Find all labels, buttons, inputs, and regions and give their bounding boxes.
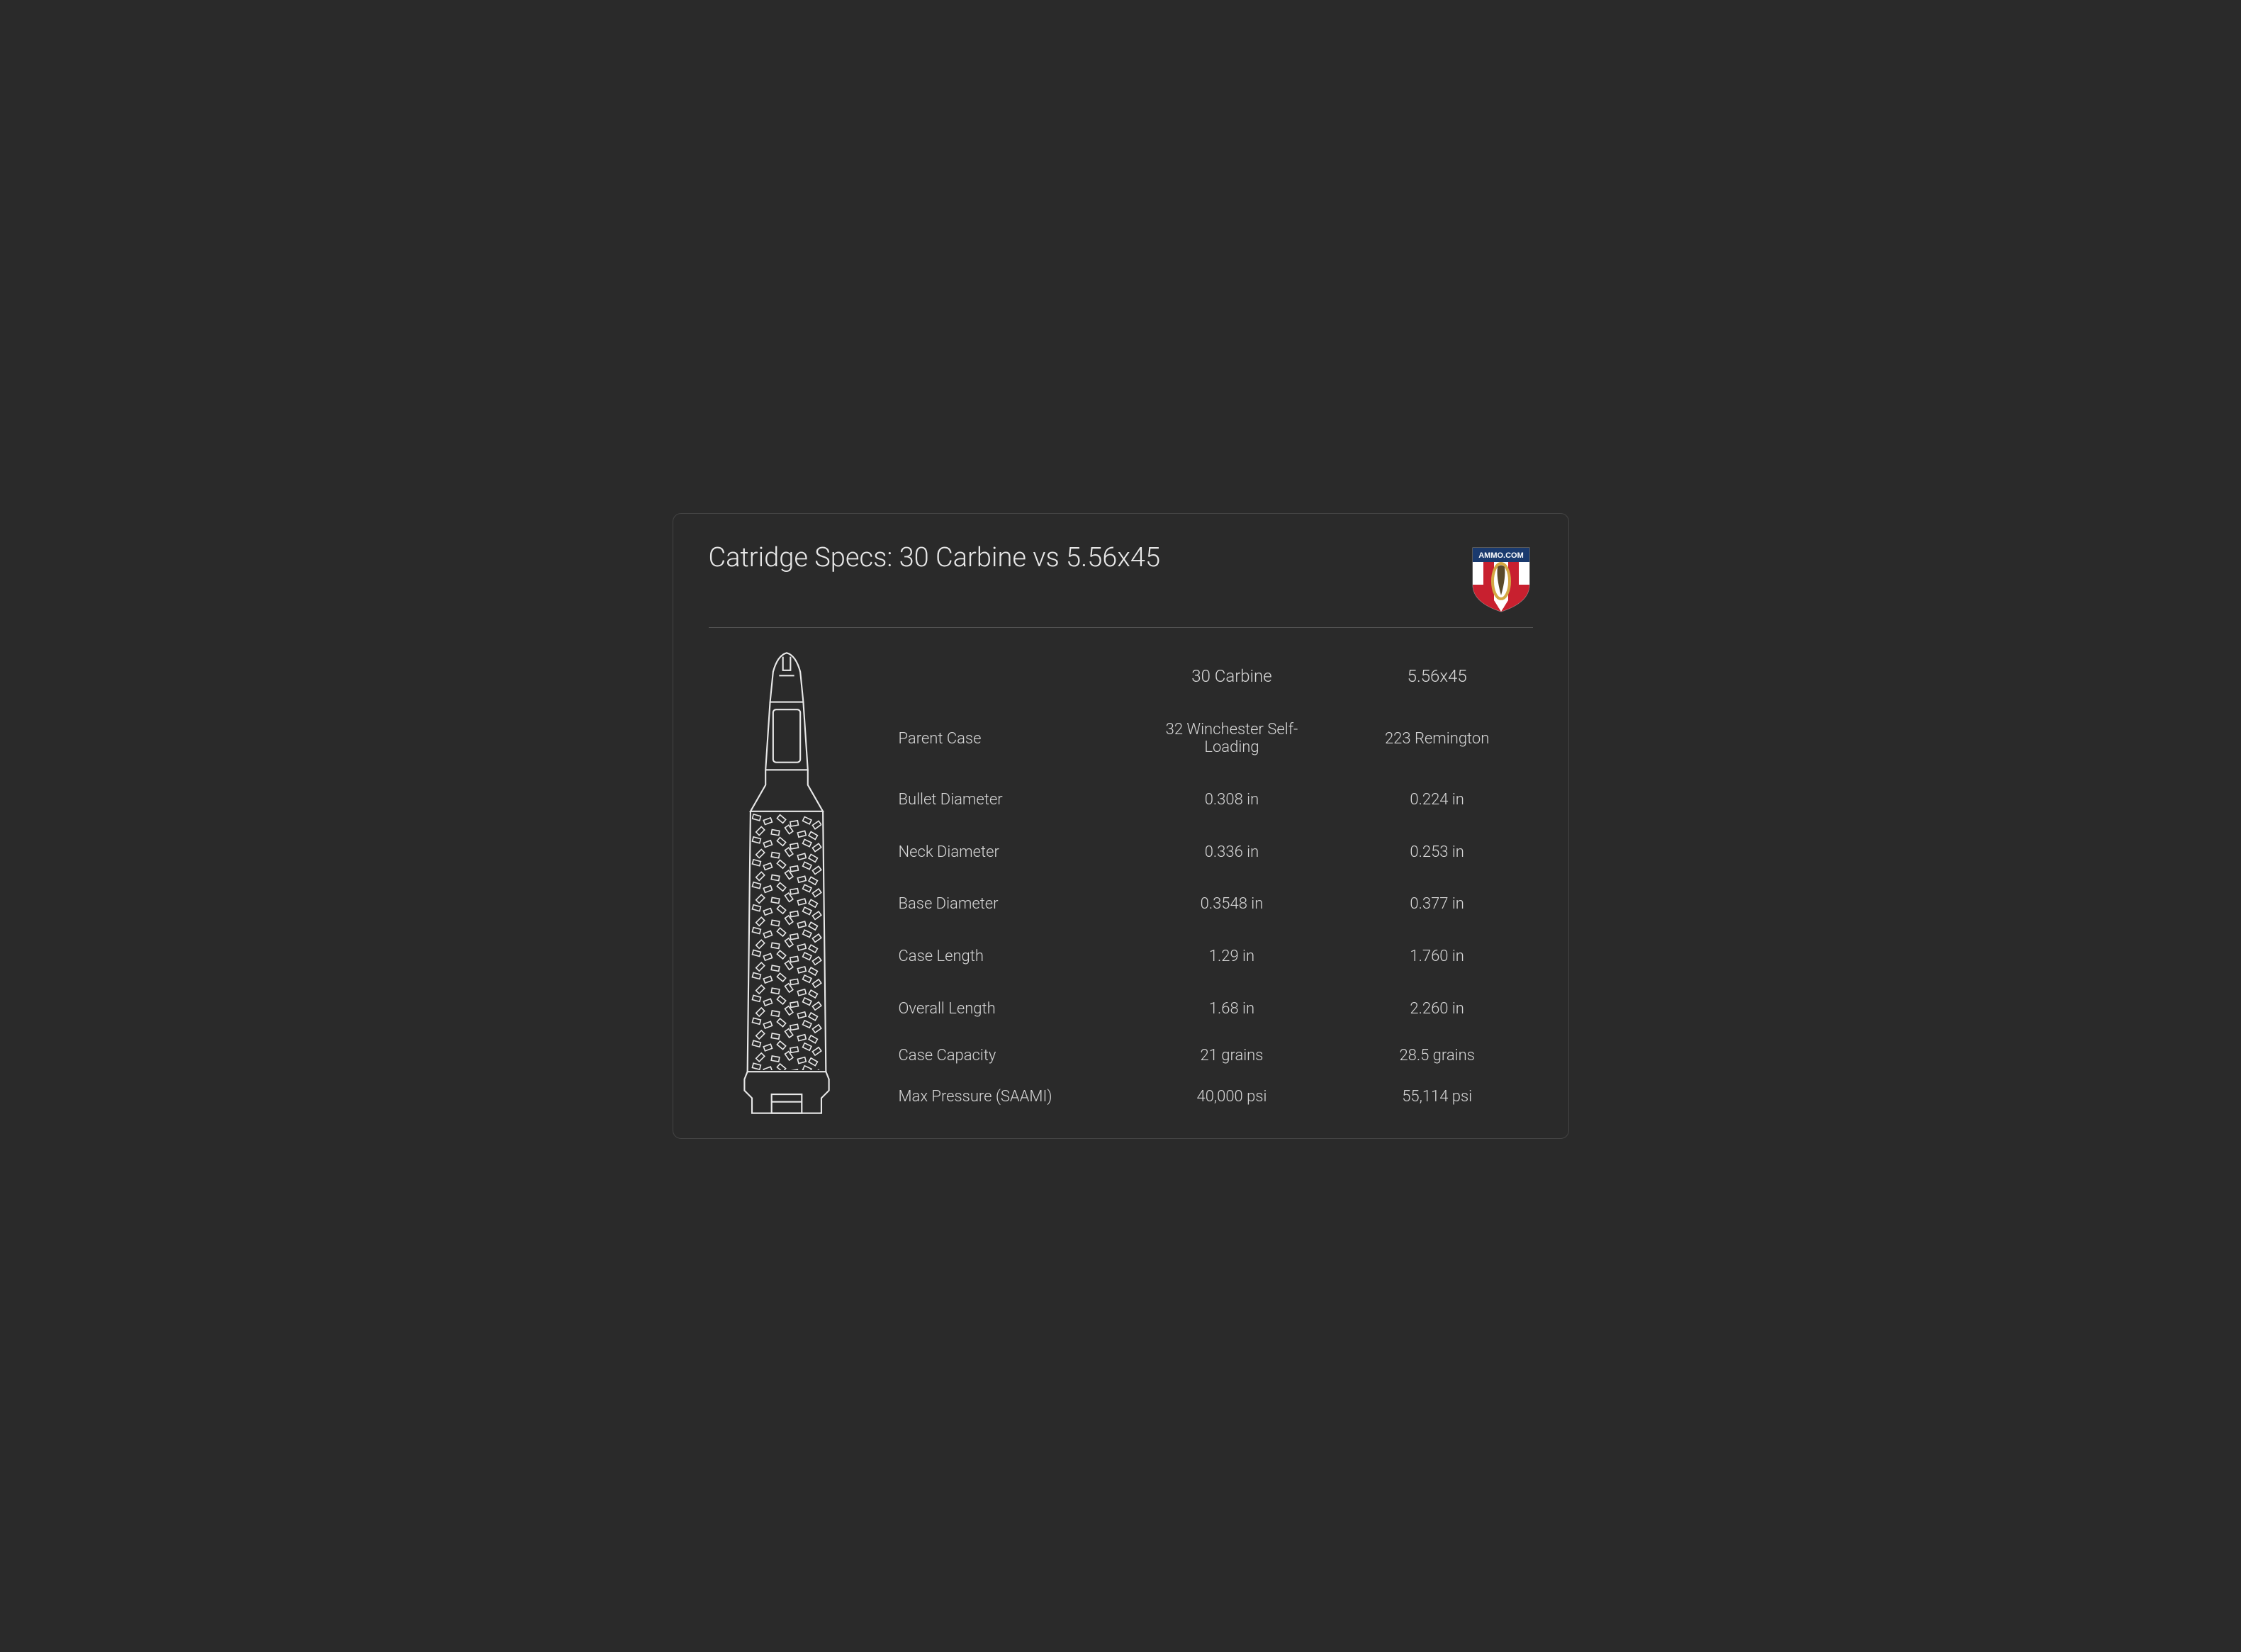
row-value: 0.224 in xyxy=(1342,774,1533,826)
row-label: Neck Diameter xyxy=(893,826,1123,878)
row-value: 0.308 in xyxy=(1136,774,1327,826)
table-header-col2: 5.56x45 xyxy=(1342,649,1533,704)
card-header: Catridge Specs: 30 Carbine vs 5.56x45 AM… xyxy=(709,542,1533,613)
row-value: 40,000 psi xyxy=(1136,1076,1327,1117)
row-value: 55,114 psi xyxy=(1342,1076,1533,1117)
shield-icon: AMMO.COM ★ xyxy=(1469,542,1533,613)
row-label: Overall Length xyxy=(893,983,1123,1035)
row-value: 0.3548 in xyxy=(1136,878,1327,931)
row-value: 1.68 in xyxy=(1136,983,1327,1035)
cartridge-diagram xyxy=(709,649,865,1117)
row-value: 223 Remington xyxy=(1342,704,1533,774)
row-value: 1.760 in xyxy=(1342,931,1533,983)
row-value: 0.336 in xyxy=(1136,826,1327,878)
row-value: 28.5 grains xyxy=(1342,1035,1533,1076)
svg-text:★: ★ xyxy=(1496,599,1505,610)
row-label: Bullet Diameter xyxy=(893,774,1123,826)
ammo-logo: AMMO.COM ★ xyxy=(1469,542,1533,613)
spec-table: 30 Carbine 5.56x45 Parent Case 32 Winche… xyxy=(893,649,1533,1117)
spec-card: Catridge Specs: 30 Carbine vs 5.56x45 AM… xyxy=(673,513,1569,1139)
bullet-cutaway-icon xyxy=(734,649,840,1117)
logo-text: AMMO.COM xyxy=(1478,551,1524,560)
row-label: Case Capacity xyxy=(893,1035,1123,1076)
row-label: Parent Case xyxy=(893,704,1123,774)
row-value: 32 Winchester Self-Loading xyxy=(1136,704,1327,774)
row-label: Base Diameter xyxy=(893,878,1123,931)
row-value: 0.253 in xyxy=(1342,826,1533,878)
table-header-col1: 30 Carbine xyxy=(1136,649,1327,704)
row-label: Case Length xyxy=(893,931,1123,983)
row-value: 2.260 in xyxy=(1342,983,1533,1035)
content-area: 30 Carbine 5.56x45 Parent Case 32 Winche… xyxy=(709,649,1533,1117)
row-value: 21 grains xyxy=(1136,1035,1327,1076)
row-value: 1.29 in xyxy=(1136,931,1327,983)
card-title: Catridge Specs: 30 Carbine vs 5.56x45 xyxy=(709,542,1161,573)
header-divider xyxy=(709,627,1533,628)
row-value: 0.377 in xyxy=(1342,878,1533,931)
table-header-empty xyxy=(893,649,1123,704)
row-label: Max Pressure (SAAMI) xyxy=(893,1076,1123,1117)
